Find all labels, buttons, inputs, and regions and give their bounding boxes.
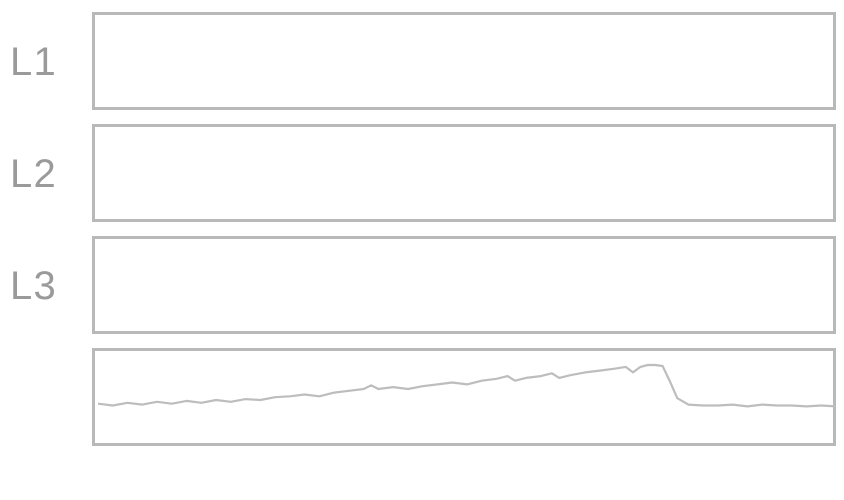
panel-L2 — [92, 124, 836, 222]
panel-L1 — [92, 12, 836, 110]
panel-L3 — [92, 236, 836, 334]
figure-stage: L1 L2 L3 — [0, 0, 844, 500]
row-label-L3: L3 — [0, 264, 90, 309]
row-label-L2: L2 — [0, 152, 90, 197]
waveform-path — [98, 365, 836, 406]
panel-wave — [92, 348, 836, 446]
row-label-L1: L1 — [0, 40, 90, 85]
waveform-chart — [98, 354, 836, 446]
